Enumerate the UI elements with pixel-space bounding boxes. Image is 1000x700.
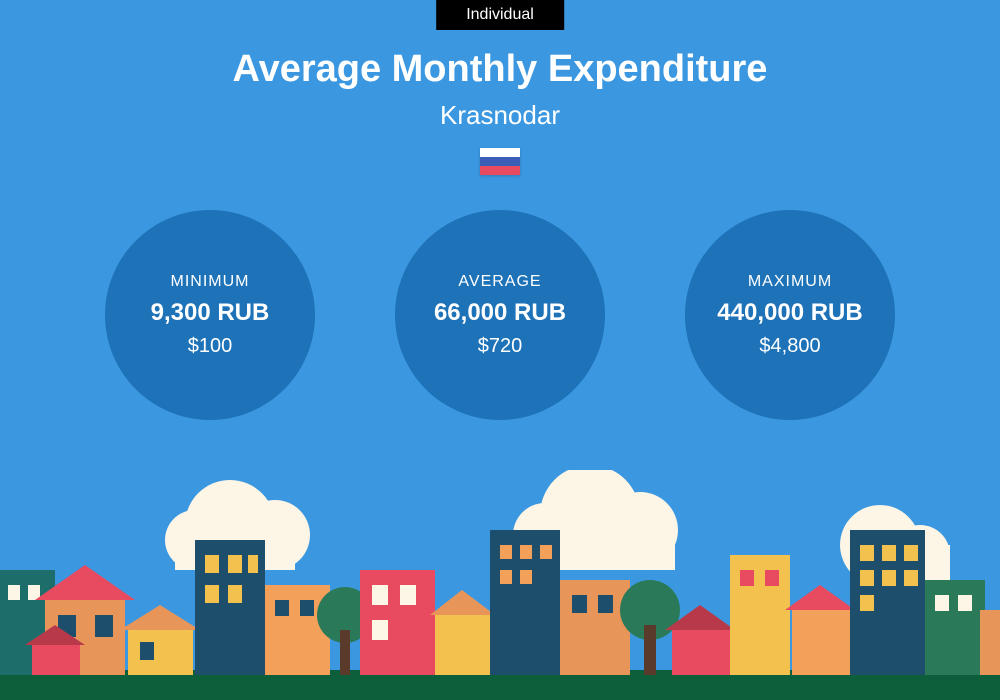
stat-main-value: 66,000 RUB: [434, 299, 566, 327]
stat-label: MINIMUM: [171, 273, 250, 291]
stat-circle-minimum: MINIMUM 9,300 RUB $100: [105, 210, 315, 420]
stat-main-value: 9,300 RUB: [151, 299, 270, 327]
flag-stripe-top: [480, 148, 520, 157]
stat-main-value: 440,000 RUB: [717, 299, 862, 327]
skyline-illustration: [0, 470, 1000, 700]
page-title: Average Monthly Expenditure: [0, 48, 1000, 91]
stats-row: MINIMUM 9,300 RUB $100 AVERAGE 66,000 RU…: [0, 210, 1000, 420]
stat-label: AVERAGE: [458, 273, 541, 291]
stat-sub-value: $4,800: [759, 335, 820, 358]
stat-circle-average: AVERAGE 66,000 RUB $720: [395, 210, 605, 420]
stat-label: MAXIMUM: [748, 273, 832, 291]
stat-sub-value: $100: [188, 335, 233, 358]
flag-stripe-mid: [480, 157, 520, 166]
stat-circle-maximum: MAXIMUM 440,000 RUB $4,800: [685, 210, 895, 420]
category-badge: Individual: [436, 0, 564, 30]
flag-icon: [480, 148, 520, 175]
buildings: [0, 530, 1000, 675]
stat-sub-value: $720: [478, 335, 523, 358]
city-subtitle: Krasnodar: [0, 100, 1000, 131]
flag-stripe-bot: [480, 166, 520, 175]
